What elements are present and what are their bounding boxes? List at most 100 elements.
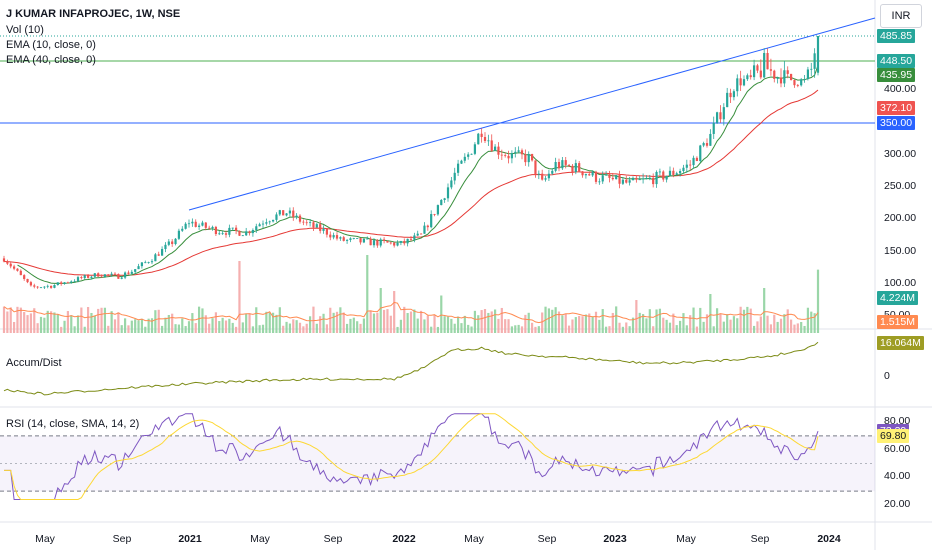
volume-bar — [423, 319, 426, 333]
candle — [218, 230, 221, 236]
candle — [446, 183, 450, 202]
candle-body — [26, 278, 29, 283]
candle — [588, 171, 591, 176]
volume-bar — [204, 315, 207, 333]
candle-body — [97, 273, 100, 277]
volume-bar — [181, 318, 184, 333]
candle-body — [473, 144, 477, 154]
volume-bar — [80, 307, 83, 333]
candle — [682, 164, 685, 174]
candle — [746, 73, 749, 81]
candle-body — [258, 224, 261, 227]
candle-body — [635, 177, 638, 180]
candle — [564, 156, 567, 169]
vol-indicator-label[interactable]: Vol (10) — [6, 24, 44, 36]
candle-body — [349, 238, 352, 240]
volume-bar — [110, 311, 113, 333]
volume-bar — [174, 324, 177, 333]
volume-bar — [234, 326, 238, 333]
volume-bar — [160, 325, 164, 333]
volume-bar — [339, 307, 342, 333]
volume-ma-tag: 1.515M — [877, 315, 919, 329]
candle — [298, 214, 302, 224]
volume-bar — [117, 312, 120, 333]
volume-bar — [615, 306, 618, 333]
volume-bar — [329, 307, 332, 333]
candle — [742, 75, 746, 87]
candle-body — [480, 133, 483, 137]
candle — [127, 270, 130, 275]
volume-bar — [154, 310, 157, 333]
candle-body — [493, 146, 497, 151]
candle — [695, 156, 699, 162]
candle — [598, 178, 601, 185]
volume-bar — [83, 326, 86, 333]
candle — [376, 239, 379, 248]
volume-bar — [167, 314, 170, 333]
volume-bar — [611, 312, 614, 333]
volume-bar — [76, 315, 80, 333]
volume-bar — [739, 306, 742, 333]
volume-bar — [214, 312, 218, 333]
candle-body — [426, 225, 429, 228]
candle — [463, 153, 466, 164]
volume-bar — [157, 309, 160, 333]
candle — [60, 281, 63, 286]
volume-bar — [332, 312, 335, 333]
volume-bar — [625, 322, 628, 333]
candle — [144, 260, 147, 264]
currency-selector[interactable]: INR — [880, 4, 922, 28]
candle — [705, 138, 709, 148]
volume-bar — [692, 307, 695, 333]
candle — [164, 242, 167, 253]
volume-bar — [678, 320, 682, 333]
volume-bar — [389, 315, 392, 333]
candle-body — [611, 177, 614, 180]
volume-bar — [641, 314, 645, 333]
candle — [275, 212, 278, 222]
volume-bar — [261, 324, 265, 333]
candle-body — [265, 222, 268, 224]
candle — [120, 276, 123, 280]
accum-dist-tag: 16.064M — [877, 336, 924, 350]
candle — [117, 273, 120, 279]
candle-body — [403, 241, 406, 244]
accum-dist-zero-label: 0 — [884, 370, 890, 382]
ema40-indicator-label[interactable]: EMA (40, close, 0) — [6, 54, 96, 66]
candle-body — [2, 258, 6, 262]
volume-bar — [359, 323, 362, 333]
candle — [140, 262, 144, 269]
volume-bar — [127, 325, 130, 333]
accum-dist-pane — [3, 341, 819, 396]
volume-bar — [689, 315, 692, 333]
candle — [258, 222, 261, 227]
candle — [100, 274, 103, 278]
candle — [544, 175, 547, 182]
candle-body — [604, 174, 608, 176]
volume-bar — [709, 294, 712, 333]
accum-dist-label[interactable]: Accum/Dist — [6, 357, 62, 369]
candle — [450, 176, 453, 190]
volume-bar — [2, 306, 6, 333]
candle — [248, 230, 251, 236]
volume-bar — [184, 326, 187, 333]
candle-body — [547, 173, 551, 179]
candle-body — [292, 210, 295, 218]
rsi-label[interactable]: RSI (14, close, SMA, 14, 2) — [6, 418, 140, 430]
price-tick-label: 200.00 — [884, 212, 917, 224]
volume-bar — [308, 316, 312, 333]
candle-body — [564, 160, 567, 165]
ema10-indicator-label[interactable]: EMA (10, close, 0) — [6, 39, 96, 51]
candle-body — [396, 242, 399, 246]
candle — [261, 220, 265, 229]
price-tick-label: 100.00 — [884, 277, 917, 289]
volume-bar — [675, 325, 678, 333]
volume-bar — [752, 325, 756, 333]
candle — [93, 272, 96, 279]
candle-body — [789, 73, 793, 80]
candle — [645, 175, 648, 180]
candle — [278, 209, 281, 217]
candle-body — [409, 238, 413, 240]
volume-bar — [248, 313, 251, 333]
candle — [255, 223, 258, 233]
